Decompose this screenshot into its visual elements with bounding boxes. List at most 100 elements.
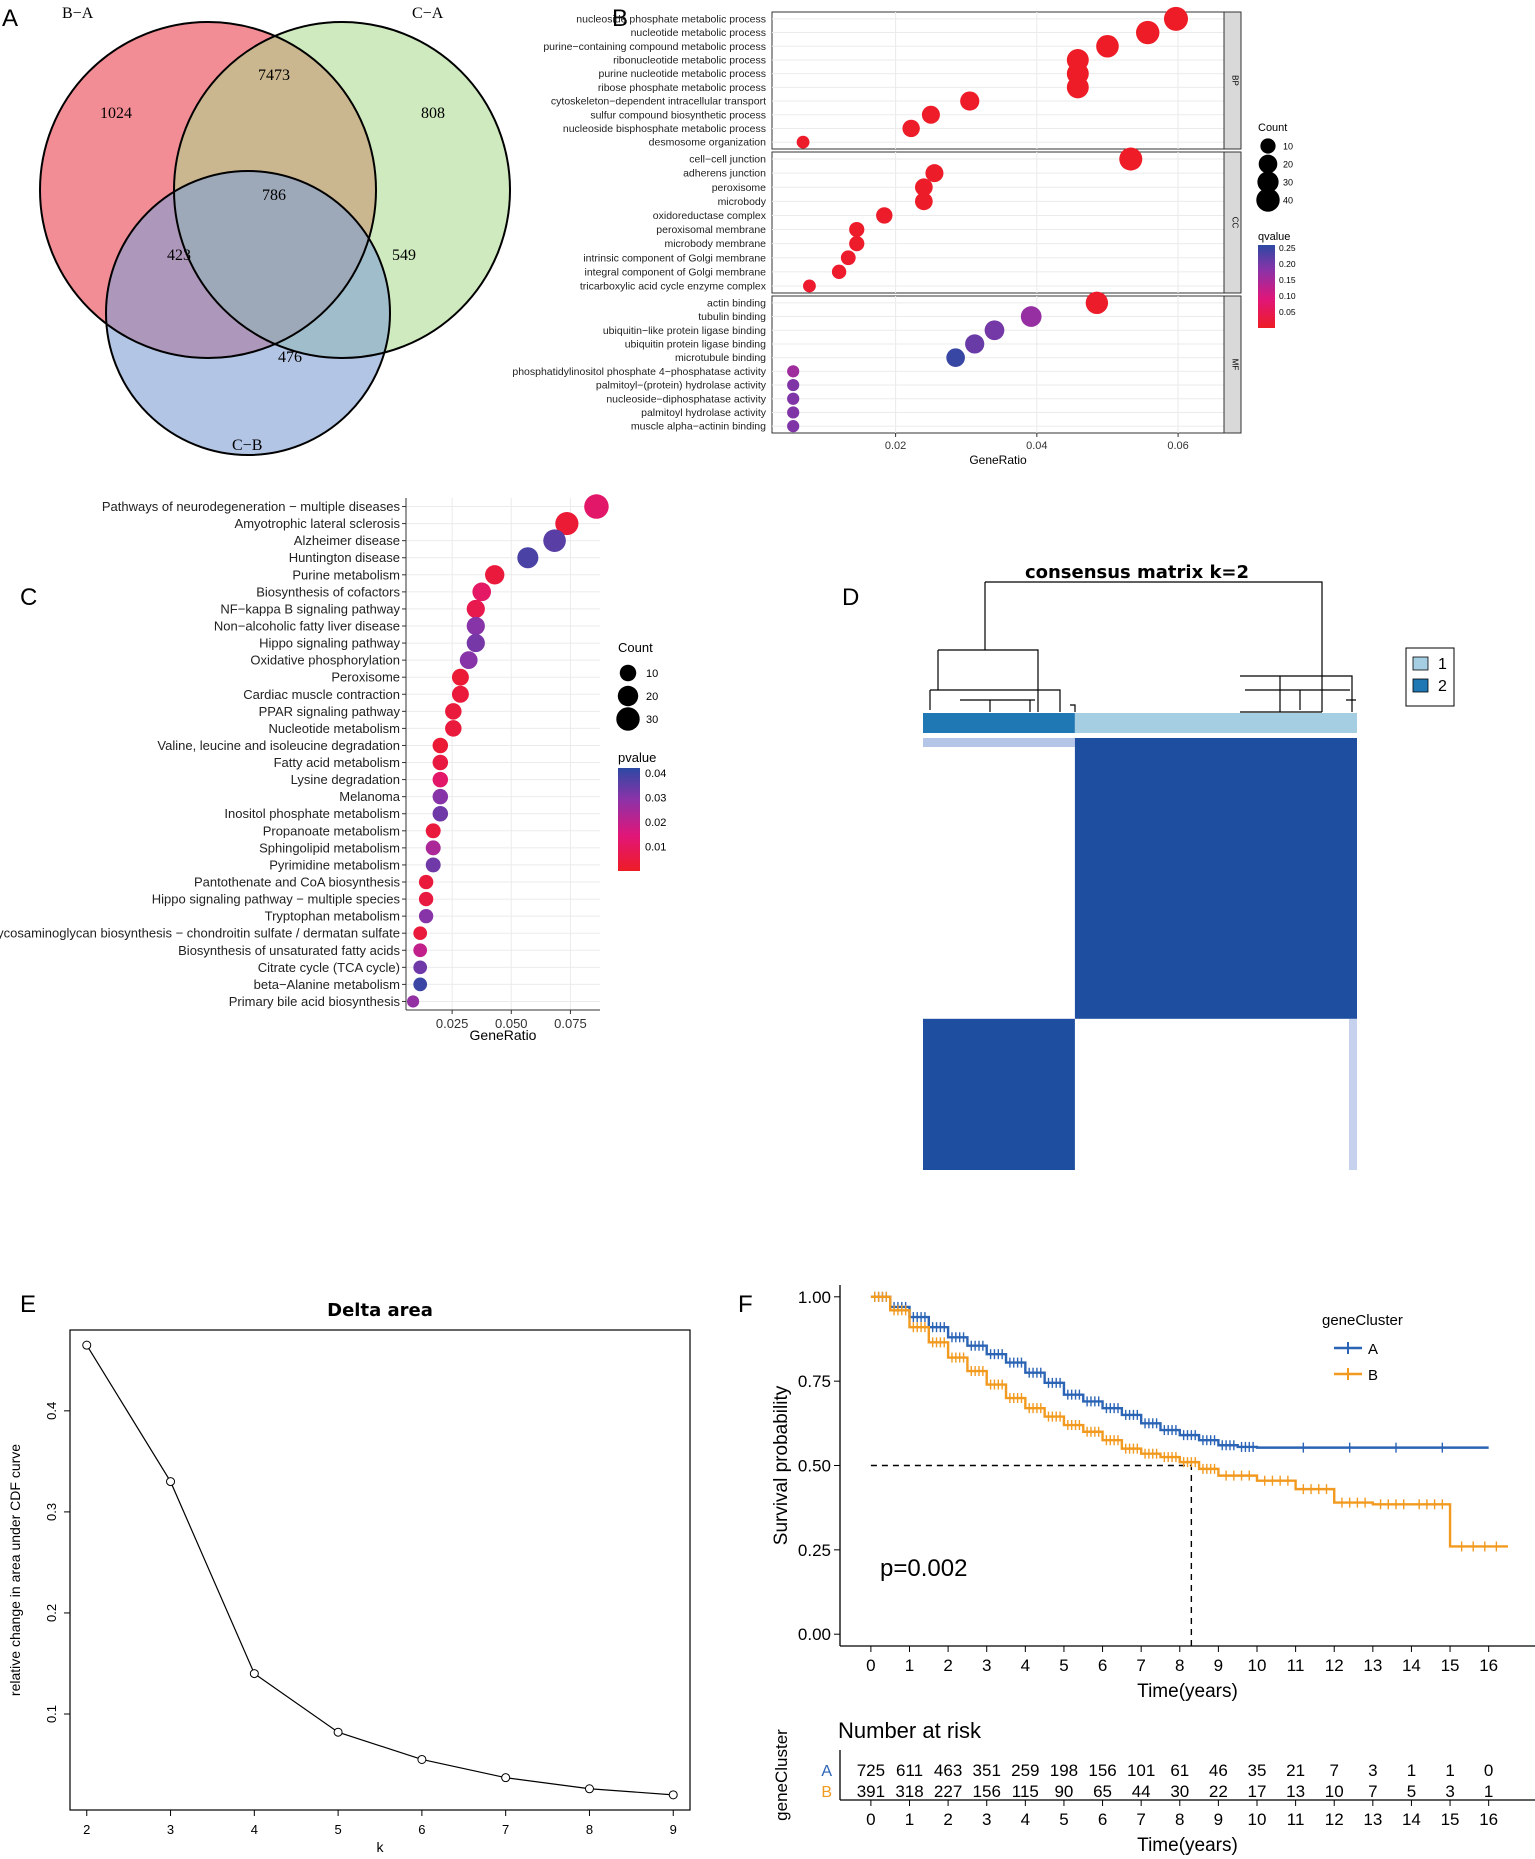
x-tick-label: 5 (1059, 1656, 1068, 1675)
legend-count-label: 20 (1283, 160, 1293, 170)
panel-e: E Delta area 2 3 4 5 6 7 8 9 0.1 0.2 0.3 0.4 k relati… (7, 1291, 691, 1855)
legend-count-label: 10 (646, 668, 658, 680)
x-tick-label: 2 (943, 1656, 952, 1675)
risk-count: 1 (1484, 1782, 1493, 1801)
risk-count: 351 (973, 1761, 1001, 1780)
dendrogram-branch (1245, 689, 1350, 710)
dot (418, 891, 434, 907)
term-label: adherens junction (683, 168, 766, 180)
facet-strip-mf (1223, 295, 1242, 434)
term-label: sulfur compound biosynthetic process (590, 109, 766, 121)
risk-x-tick-label: 14 (1402, 1810, 1421, 1829)
x-tick-label: 7 (502, 1822, 509, 1837)
heatmap-fringe (923, 738, 1075, 747)
legend-dot (616, 707, 640, 731)
term-label: Tryptophan metabolism (265, 909, 400, 924)
risk-count: 21 (1286, 1761, 1305, 1780)
risk-count: 259 (1011, 1761, 1039, 1780)
x-tick-label: 13 (1363, 1656, 1382, 1675)
term-label: Purine metabolism (292, 567, 400, 582)
x-tick-label: 5 (334, 1822, 341, 1837)
dot (584, 494, 609, 519)
term-label: palmitoyl hydrolase activity (641, 407, 767, 419)
risk-count: 61 (1170, 1761, 1189, 1780)
term-label: microbody membrane (664, 238, 766, 250)
panel-e-letter: E (20, 1291, 36, 1318)
term-label: Amyotrophic lateral sclerosis (235, 516, 401, 531)
heatmap-fringe (1349, 1018, 1357, 1170)
x-tick-label: 15 (1441, 1656, 1460, 1675)
term-label: Hippo signaling pathway − multiple speci… (152, 892, 401, 907)
x-tick-label: 0.06 (1167, 440, 1188, 452)
risk-count: 156 (1088, 1761, 1116, 1780)
term-label: ribose phosphate metabolic process (598, 82, 766, 94)
risk-x-tick-label: 1 (905, 1810, 914, 1829)
term-label: purine−containing compound metabolic pro… (543, 41, 766, 53)
risk-x-tick-label: 11 (1287, 1810, 1305, 1829)
venn-count-only-b-a: 1024 (100, 105, 132, 122)
risk-count: 156 (973, 1782, 1001, 1801)
legend-dot (619, 664, 637, 682)
term-label: Non−alcoholic fatty liver disease (214, 619, 400, 634)
x-tick-label: 0.075 (554, 1016, 587, 1031)
dot (925, 164, 944, 183)
x-axis-label: GeneRatio (470, 1027, 537, 1043)
dot (1119, 147, 1143, 171)
legend-title-qvalue: qvalue (1258, 231, 1290, 243)
term-label: Cardiac muscle contraction (243, 687, 400, 702)
panel-f: F 1.000.750.500.250.000 1 2 3 4 5 6 7 8 9 10 11 12 13… (738, 1285, 1535, 1856)
dot (849, 221, 865, 238)
dot (787, 365, 800, 378)
dot (787, 378, 800, 392)
x-tick-label: 0.04 (1026, 440, 1047, 452)
term-label: NF−kappa B signaling pathway (220, 601, 400, 616)
dot (960, 91, 980, 111)
x-tick-label: 10 (1248, 1656, 1267, 1675)
dot (413, 926, 428, 941)
term-label: microbody (718, 196, 767, 208)
legend-qvalue-label: 0.25 (1279, 243, 1296, 253)
risk-x-tick-label: 3 (982, 1810, 991, 1829)
term-label: actin binding (707, 297, 766, 309)
panel-d: D consensus matrix k=2 1 2 (842, 562, 1455, 1170)
dot (1136, 20, 1160, 45)
legend-count-label: 30 (646, 714, 658, 726)
dendrogram-branch (937, 649, 1039, 712)
dot (555, 512, 579, 536)
term-label: ubiquitin protein ligase binding (625, 338, 766, 350)
risk-x-tick-label: 8 (1175, 1810, 1184, 1829)
y-tick-label: 0.25 (798, 1541, 831, 1560)
dendrogram-branch (1070, 699, 1356, 712)
dot (466, 633, 485, 653)
plot-area (406, 498, 600, 1010)
risk-x-tick-label: 10 (1248, 1810, 1267, 1829)
term-label: beta−Alanine metabolism (254, 977, 400, 992)
legend-title-count: Count (1258, 122, 1287, 134)
term-label: nucleoside phosphate metabolic process (576, 13, 766, 25)
x-tick-label: 12 (1325, 1656, 1344, 1675)
term-label: Valine, leucine and isoleucine degradati… (157, 738, 400, 753)
risk-count: 65 (1093, 1782, 1112, 1801)
risk-row-label-b: B (821, 1784, 832, 1801)
term-label: Lysine degradation (291, 772, 400, 787)
term-label: Alzheimer disease (294, 533, 400, 548)
term-label: Pantothenate and CoA biosynthesis (194, 875, 400, 890)
term-label: Huntington disease (289, 550, 400, 565)
legend-title-pvalue: pvalue (618, 750, 656, 765)
term-label: tricarboxylic acid cycle enzyme complex (580, 280, 767, 292)
term-label: muscle alpha−actinin binding (631, 421, 766, 433)
facet-panel-mf (771, 295, 1225, 434)
x-tick-label: 8 (1175, 1656, 1184, 1675)
x-tick-label: 4 (1021, 1656, 1030, 1675)
x-tick-label: 4 (251, 1822, 258, 1837)
dot (787, 392, 800, 405)
risk-x-tick-label: 4 (1021, 1810, 1030, 1829)
dot (831, 264, 847, 280)
x-tick-label: 3 (982, 1656, 991, 1675)
y-tick-label: 1.00 (798, 1288, 831, 1307)
risk-table-title: Number at risk (838, 1718, 982, 1743)
legend-count-label: 10 (1283, 142, 1293, 152)
risk-count: 3 (1368, 1761, 1377, 1780)
dot (432, 754, 449, 771)
